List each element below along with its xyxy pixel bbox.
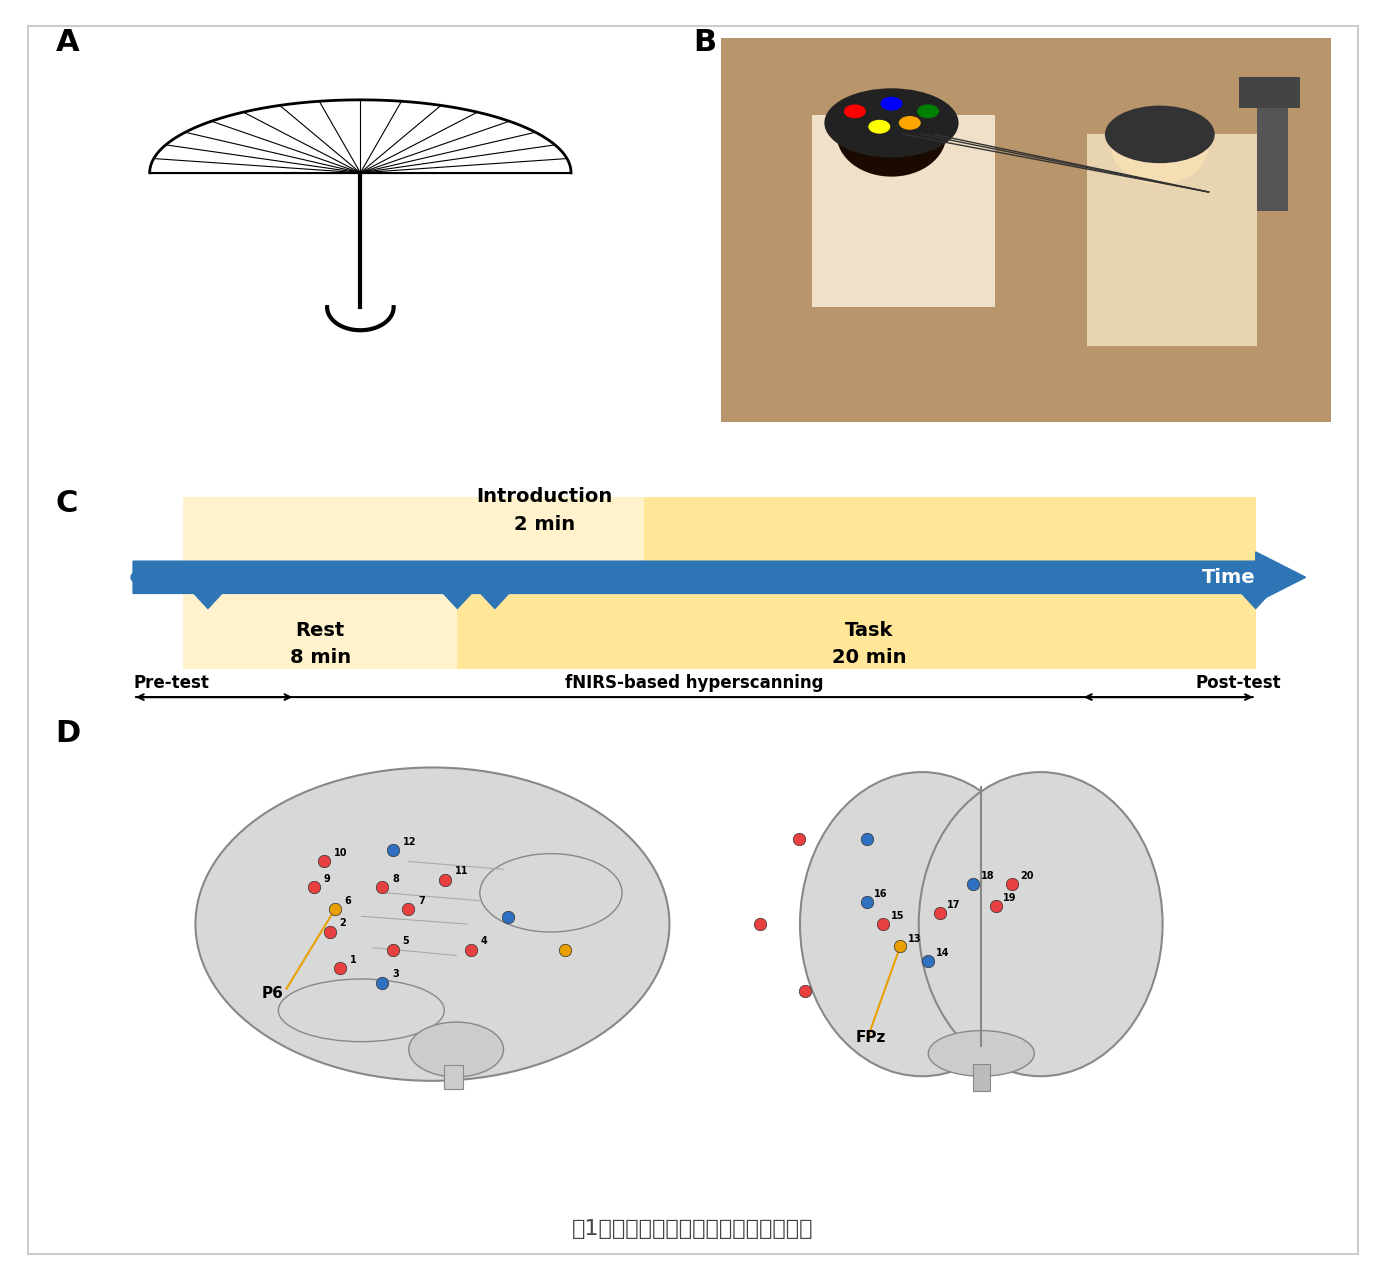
Point (872, 914, 894, 934)
Circle shape (868, 120, 890, 133)
Text: 2 min: 2 min (514, 515, 575, 534)
Point (929, 902, 951, 923)
Text: 18: 18 (981, 870, 994, 881)
Ellipse shape (409, 1021, 503, 1076)
Text: 8: 8 (392, 874, 399, 883)
Text: 16: 16 (875, 890, 887, 900)
Text: 图1：实验材料、场景、流程及所选脑区: 图1：实验材料、场景、流程及所选脑区 (572, 1219, 814, 1239)
Text: 15: 15 (891, 911, 904, 922)
Text: A: A (55, 28, 79, 58)
Bar (1257, 96, 1288, 211)
Text: 11: 11 (455, 867, 468, 877)
Point (794, 980, 816, 1001)
Bar (812, 115, 995, 307)
Circle shape (844, 105, 866, 118)
Text: Introduction: Introduction (477, 488, 613, 506)
Text: 20 min: 20 min (832, 649, 906, 667)
Point (855, 892, 877, 913)
Point (984, 896, 1006, 916)
Ellipse shape (825, 88, 959, 157)
Text: D: D (55, 719, 80, 749)
Text: 7: 7 (419, 896, 426, 906)
Text: Pre-test: Pre-test (133, 675, 209, 692)
Point (302, 877, 324, 897)
Point (313, 851, 335, 872)
Point (918, 951, 940, 972)
Text: 10: 10 (334, 847, 348, 858)
Ellipse shape (279, 979, 445, 1042)
Text: Post-test: Post-test (1195, 675, 1281, 692)
Point (328, 959, 351, 979)
Text: C: C (55, 489, 78, 518)
Circle shape (880, 97, 902, 110)
Polygon shape (193, 594, 223, 609)
Point (1001, 873, 1023, 893)
Point (554, 940, 577, 960)
Circle shape (898, 116, 920, 129)
Text: fNIRS-based hyperscanning: fNIRS-based hyperscanning (565, 675, 823, 692)
Text: 14: 14 (936, 948, 949, 959)
Polygon shape (442, 594, 473, 609)
Text: 17: 17 (947, 900, 960, 910)
FancyBboxPatch shape (457, 497, 644, 577)
Text: 2: 2 (340, 918, 346, 928)
Point (371, 877, 394, 897)
Point (789, 829, 811, 850)
Text: 3: 3 (392, 969, 399, 979)
Text: Rest: Rest (295, 621, 345, 640)
Ellipse shape (837, 92, 947, 177)
Ellipse shape (929, 1030, 1034, 1076)
Circle shape (918, 105, 940, 118)
Bar (445, 1065, 463, 1089)
Point (460, 940, 482, 960)
Text: 9: 9 (324, 874, 331, 883)
Polygon shape (480, 594, 510, 609)
Ellipse shape (919, 772, 1163, 1076)
Ellipse shape (1105, 106, 1214, 163)
Point (381, 940, 403, 960)
Point (324, 899, 346, 919)
Point (434, 869, 456, 890)
FancyBboxPatch shape (457, 497, 1256, 669)
Point (496, 906, 518, 927)
Text: 20: 20 (1020, 870, 1034, 881)
Text: 8 min: 8 min (290, 649, 351, 667)
Text: FPz: FPz (855, 1030, 886, 1046)
Bar (1087, 134, 1257, 346)
Ellipse shape (195, 768, 669, 1080)
FancyBboxPatch shape (183, 497, 457, 669)
Text: 4: 4 (481, 936, 488, 946)
Text: 19: 19 (1003, 893, 1016, 902)
Text: 6: 6 (345, 896, 352, 906)
Polygon shape (1240, 594, 1271, 609)
Text: 5: 5 (402, 936, 409, 946)
Text: 13: 13 (908, 933, 922, 943)
Point (855, 829, 877, 850)
Ellipse shape (1112, 108, 1209, 184)
Ellipse shape (800, 772, 1044, 1076)
Polygon shape (150, 100, 571, 173)
Point (319, 922, 341, 942)
Ellipse shape (480, 854, 622, 932)
Point (371, 973, 394, 993)
Point (381, 840, 403, 860)
Point (890, 936, 912, 956)
Text: Task: Task (845, 621, 893, 640)
Point (962, 873, 984, 893)
Text: B: B (693, 28, 717, 58)
Point (398, 899, 420, 919)
Text: 12: 12 (402, 837, 416, 847)
Bar (1239, 77, 1300, 108)
Point (748, 914, 771, 934)
Text: P6: P6 (262, 986, 283, 1001)
FancyArrow shape (133, 552, 1306, 603)
Bar (973, 1064, 990, 1092)
Text: 1: 1 (351, 955, 356, 965)
Text: Time: Time (1202, 568, 1256, 586)
